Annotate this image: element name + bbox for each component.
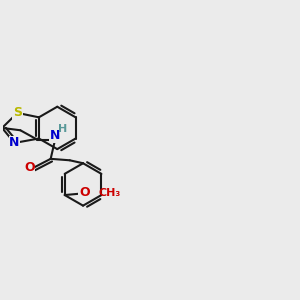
- Text: H: H: [58, 124, 68, 134]
- Text: CH₃: CH₃: [99, 188, 121, 198]
- Text: N: N: [50, 129, 60, 142]
- Text: O: O: [79, 187, 90, 200]
- Text: S: S: [13, 106, 22, 119]
- Text: N: N: [9, 136, 20, 149]
- Text: O: O: [24, 161, 35, 174]
